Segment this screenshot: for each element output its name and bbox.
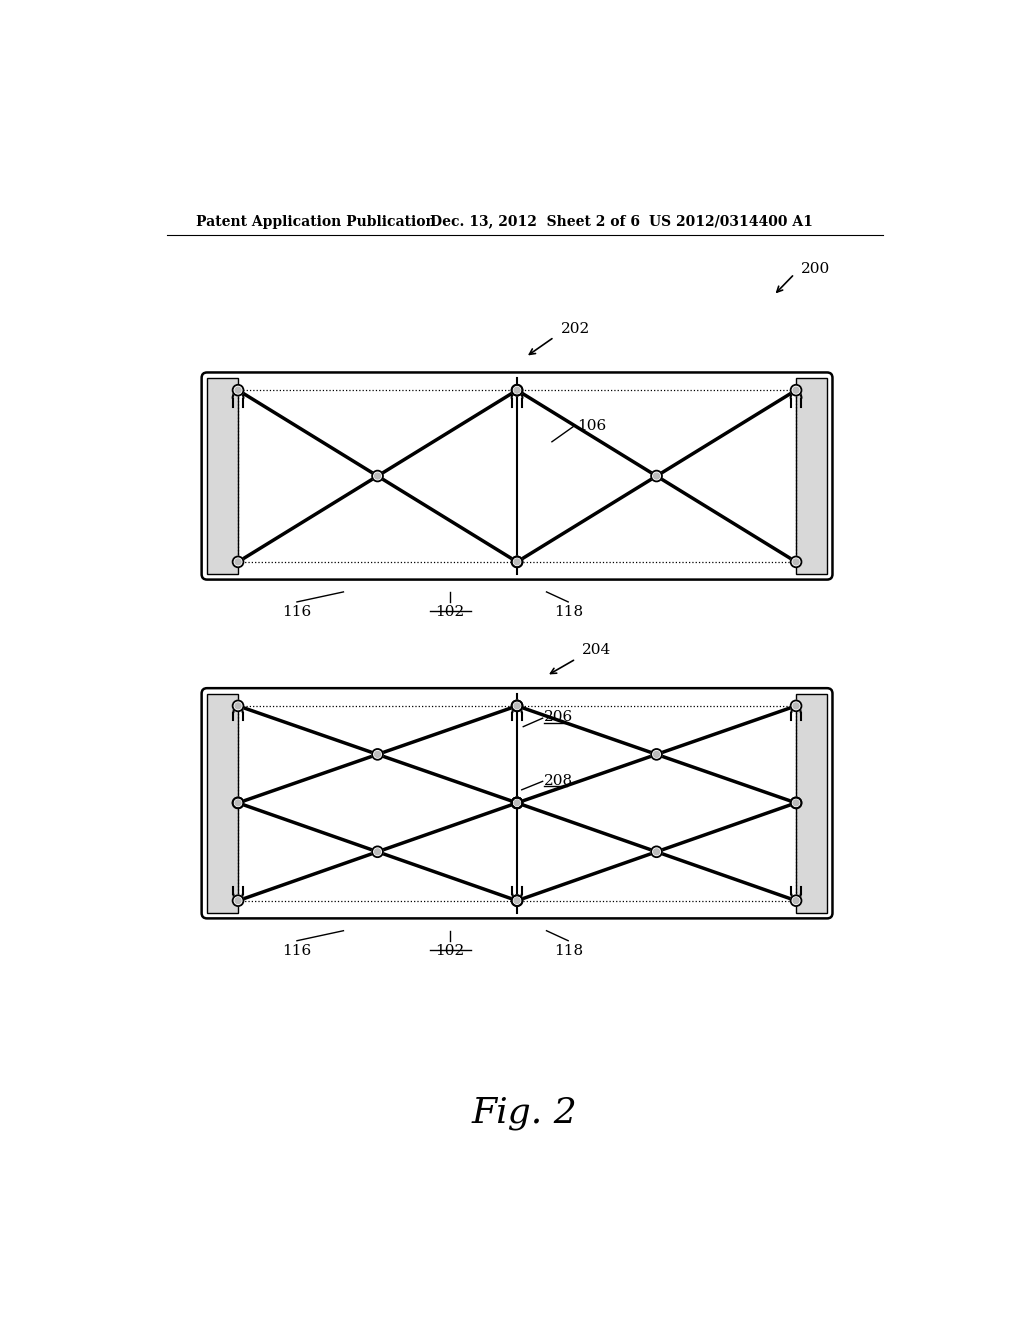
- Circle shape: [375, 849, 381, 855]
- Circle shape: [372, 748, 383, 760]
- Circle shape: [236, 558, 241, 565]
- Text: 106: 106: [577, 420, 606, 433]
- Circle shape: [651, 846, 662, 857]
- Circle shape: [651, 748, 662, 760]
- Circle shape: [651, 471, 662, 482]
- Circle shape: [793, 704, 799, 709]
- FancyBboxPatch shape: [202, 688, 833, 919]
- Circle shape: [791, 557, 802, 568]
- Circle shape: [236, 387, 241, 393]
- Circle shape: [514, 558, 520, 565]
- Circle shape: [514, 387, 520, 393]
- Text: 102: 102: [435, 605, 464, 619]
- Bar: [238, 391, 796, 562]
- Circle shape: [512, 895, 522, 906]
- Circle shape: [512, 797, 522, 808]
- Circle shape: [512, 797, 522, 808]
- Circle shape: [372, 471, 383, 482]
- Circle shape: [791, 701, 802, 711]
- Bar: [207, 693, 238, 913]
- Circle shape: [236, 800, 241, 805]
- Circle shape: [514, 898, 520, 904]
- Circle shape: [793, 800, 799, 805]
- Circle shape: [514, 387, 520, 393]
- Text: 208: 208: [544, 774, 573, 788]
- Circle shape: [791, 797, 802, 808]
- Circle shape: [512, 701, 522, 711]
- Circle shape: [791, 385, 802, 396]
- Bar: [207, 378, 238, 574]
- Text: 118: 118: [554, 944, 583, 958]
- Text: 200: 200: [801, 261, 829, 276]
- Circle shape: [232, 701, 244, 711]
- Text: 204: 204: [583, 643, 611, 656]
- Circle shape: [375, 751, 381, 758]
- Circle shape: [791, 797, 802, 808]
- Circle shape: [653, 473, 659, 479]
- Circle shape: [512, 557, 522, 568]
- Circle shape: [514, 800, 520, 805]
- Circle shape: [791, 895, 802, 906]
- Circle shape: [512, 385, 522, 396]
- Circle shape: [232, 895, 244, 906]
- Circle shape: [514, 704, 520, 709]
- Circle shape: [236, 704, 241, 709]
- Circle shape: [514, 898, 520, 904]
- Text: 116: 116: [283, 944, 311, 958]
- Circle shape: [236, 800, 241, 805]
- Circle shape: [793, 558, 799, 565]
- Circle shape: [514, 800, 520, 805]
- Circle shape: [512, 557, 522, 568]
- Circle shape: [793, 800, 799, 805]
- Circle shape: [653, 751, 659, 758]
- Bar: [796, 378, 827, 574]
- Circle shape: [512, 895, 522, 906]
- Bar: [796, 693, 827, 913]
- Circle shape: [375, 473, 381, 479]
- Text: 116: 116: [283, 605, 311, 619]
- Circle shape: [653, 849, 659, 855]
- Text: 118: 118: [554, 605, 583, 619]
- Text: 202: 202: [560, 322, 590, 337]
- Circle shape: [512, 797, 522, 808]
- Bar: [238, 706, 796, 900]
- Circle shape: [372, 846, 383, 857]
- Text: Patent Application Publication: Patent Application Publication: [197, 215, 436, 228]
- Text: 206: 206: [544, 710, 573, 725]
- Circle shape: [514, 800, 520, 805]
- Text: Dec. 13, 2012  Sheet 2 of 6: Dec. 13, 2012 Sheet 2 of 6: [430, 215, 640, 228]
- Circle shape: [793, 898, 799, 904]
- Text: US 2012/0314400 A1: US 2012/0314400 A1: [649, 215, 813, 228]
- Circle shape: [514, 558, 520, 565]
- Text: 102: 102: [435, 944, 464, 958]
- Circle shape: [232, 557, 244, 568]
- Circle shape: [514, 704, 520, 709]
- Circle shape: [512, 701, 522, 711]
- Circle shape: [236, 898, 241, 904]
- FancyBboxPatch shape: [202, 372, 833, 579]
- Circle shape: [232, 797, 244, 808]
- Circle shape: [514, 800, 520, 805]
- Circle shape: [512, 385, 522, 396]
- Text: Fig. 2: Fig. 2: [472, 1096, 578, 1130]
- Circle shape: [793, 387, 799, 393]
- Circle shape: [512, 797, 522, 808]
- Circle shape: [232, 385, 244, 396]
- Circle shape: [232, 797, 244, 808]
